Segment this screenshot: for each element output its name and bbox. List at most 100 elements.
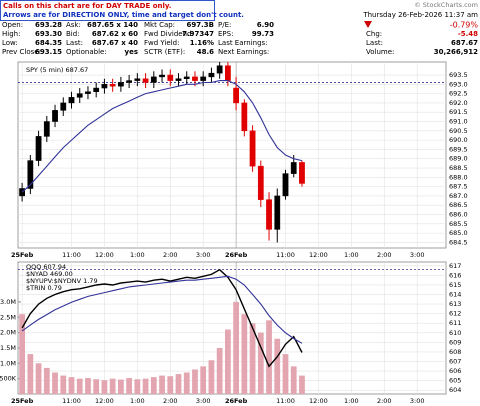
info-label: Chg:: [366, 30, 382, 38]
info-value: 48.6: [197, 48, 214, 56]
volume-bar: [68, 377, 75, 394]
volume-bar: [233, 301, 239, 394]
volume-bar: [249, 323, 256, 394]
info-label: Optionable:: [66, 48, 107, 56]
candle-body: [290, 162, 297, 174]
x-tick-label: 1:00: [130, 397, 145, 405]
volume-bar: [290, 366, 297, 394]
chart-legend: $NYAD 469.00: [26, 270, 73, 278]
x-tick-label: 3:00: [410, 251, 425, 259]
y-tick-label: 688.0: [449, 173, 468, 181]
volume-bar: [241, 314, 248, 394]
volume-bar: [257, 332, 264, 394]
candle-body: [266, 199, 272, 230]
candle-body: [299, 162, 305, 184]
moving-average: [21, 80, 303, 193]
info-label: Bid:: [66, 30, 80, 38]
y-tick-label: 606: [449, 367, 461, 375]
info-label: High:: [2, 30, 20, 38]
y-tick-label: 692.5: [449, 90, 468, 98]
info-label: Fwd Dividend:: [144, 30, 194, 38]
volume-bar: [216, 347, 223, 394]
candle-body: [43, 121, 50, 137]
x-tick-label: 26Feb: [225, 397, 248, 405]
note-line: Calls on this chart are for DAY TRADE on…: [3, 2, 171, 10]
info-label: Ask:: [66, 21, 81, 29]
x-tick-label: 25Feb: [11, 397, 34, 405]
plot-area: [17, 61, 447, 249]
volume-bar: [200, 366, 207, 394]
volume-bar: [266, 320, 272, 394]
x-tick-label: 3:00: [410, 397, 425, 405]
moving-average: [21, 275, 303, 344]
y-tick-label: 613: [449, 300, 461, 308]
info-value: 693.15: [35, 48, 62, 56]
y-tick-label: 608: [449, 348, 461, 356]
x-tick-label: 11:00: [276, 251, 295, 259]
volume-bar: [126, 378, 132, 394]
candle-body: [274, 195, 281, 230]
x-tick-label: 11:00: [62, 251, 81, 259]
y-tick-label: 610: [449, 329, 461, 337]
candle-body: [126, 80, 132, 83]
candle-body: [257, 165, 264, 200]
price-line: [21, 268, 303, 368]
header-datetime: Thursday 26-Feb-2026 11:37 am: [362, 11, 478, 19]
y-tick-label: 689.5: [449, 145, 468, 153]
chart-legend: $NYUPV:$NYDNV 1.79: [26, 277, 98, 285]
x-tick-label: 1:00: [344, 251, 359, 259]
candle-body: [52, 110, 58, 122]
volume-bar: [85, 378, 91, 394]
volume-bar: [27, 354, 34, 394]
candle-body: [134, 78, 141, 81]
x-tick-label: 1:00: [130, 251, 145, 259]
candle-body: [68, 97, 75, 104]
y2-tick-label: 2.5M: [0, 313, 16, 321]
candle-body: [27, 160, 34, 189]
y-tick-label: 612: [449, 310, 461, 318]
y-tick-label: 688.5: [449, 164, 468, 172]
volume-bar: [150, 377, 157, 394]
info-value: 30,266,912: [434, 48, 478, 56]
y-tick-label: 616: [449, 271, 461, 279]
info-label: Open:: [2, 21, 23, 29]
info-value: 1.16%: [190, 39, 214, 47]
candle-body: [76, 93, 83, 98]
info-value: -5.48: [458, 30, 478, 38]
y-tick-label: 690.0: [449, 136, 468, 144]
x-tick-label: 25Feb: [11, 251, 34, 259]
info-value: 99.73: [252, 30, 274, 38]
info-value: 687.67: [451, 39, 478, 47]
watermark: © StockCharts.com: [414, 1, 478, 9]
x-tick-label: 1:00: [344, 397, 359, 405]
down-arrow-icon: [364, 21, 372, 28]
candle-body: [282, 173, 289, 197]
info-label: Fwd Yield:: [144, 39, 179, 47]
volume-bar: [225, 329, 231, 394]
candle-body: [225, 65, 231, 81]
candle-body: [216, 65, 223, 74]
y-tick-label: 617: [449, 262, 461, 270]
info-label: SCTR (ETF):: [144, 48, 185, 56]
y-tick-label: 685.0: [449, 229, 468, 237]
y-tick-label: 611: [449, 319, 461, 327]
candle-body: [159, 74, 165, 78]
info-label: Last:: [66, 39, 83, 47]
candle-body: [142, 78, 149, 83]
info-label: Next Earnings:: [218, 48, 269, 56]
volume-bar: [76, 378, 83, 394]
x-tick-label: 11:00: [62, 397, 81, 405]
y-tick-label: 684.5: [449, 238, 468, 246]
info-value: 687.67 x 40: [92, 39, 138, 47]
volume-bar: [183, 372, 190, 394]
info-label: EPS:: [218, 30, 233, 38]
volume-bar: [52, 372, 58, 394]
chart-legend: SPY (5 min) 687.67: [26, 66, 88, 74]
y-tick-label: 693.5: [449, 71, 468, 79]
x-tick-label: 11:00: [276, 397, 295, 405]
info-label: Mkt Cap:: [144, 21, 175, 29]
x-tick-label: 26Feb: [225, 251, 248, 259]
info-value: 693.28: [35, 21, 62, 29]
candle-body: [241, 102, 248, 132]
y-tick-label: 614: [449, 291, 461, 299]
